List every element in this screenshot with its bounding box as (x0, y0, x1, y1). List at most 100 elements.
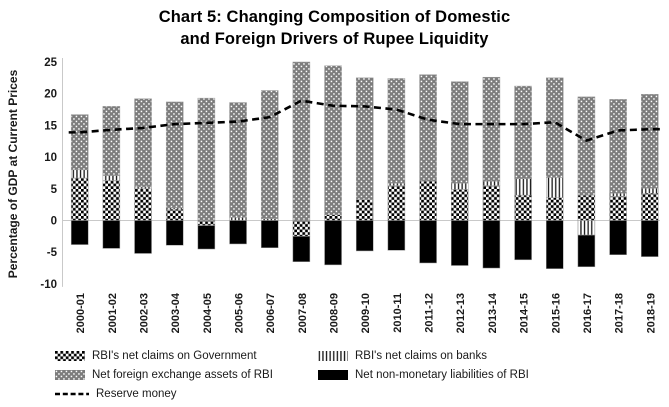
bar-segment (577, 96, 596, 196)
bar-segment (260, 218, 279, 221)
y-tick-label: 5 (51, 184, 58, 196)
x-tick-label: 2013-14 (487, 292, 499, 333)
bar-segment (546, 177, 564, 198)
bar-segment (165, 101, 184, 209)
bar-segment (387, 78, 406, 184)
bar-segment (419, 74, 437, 182)
gray-dots-swatch-icon (55, 370, 85, 380)
bar-segment (355, 199, 374, 221)
bar-segment (102, 220, 121, 249)
bar-segment (102, 180, 121, 221)
bar-segment (450, 182, 469, 190)
bar-segment (134, 98, 152, 188)
bar-segment (165, 220, 184, 246)
bar-segment (609, 99, 627, 194)
bar-segment (324, 65, 342, 216)
y-tick-label: 15 (44, 120, 57, 132)
bar-segment (482, 180, 501, 186)
bar-segment (324, 214, 342, 221)
y-axis-title: Percentage of GDP at Current Prices (6, 69, 20, 278)
legend-item: Net non-monetary liabilities of RBI (318, 369, 529, 381)
dashed-line-swatch-icon (55, 392, 89, 396)
bar-segment (229, 217, 247, 221)
bar-segment (450, 220, 469, 266)
x-tick-label: 2002-03 (139, 293, 151, 333)
bar-segment (609, 196, 627, 221)
bar-segment (70, 169, 89, 179)
bar-segment (197, 97, 216, 221)
x-tick-label: 2004-05 (202, 293, 214, 333)
chart-title: Chart 5: Changing Composition of Domesti… (0, 7, 669, 51)
bar-segment (641, 94, 659, 189)
x-tick-label: 2006-07 (265, 293, 277, 333)
bar-segment (229, 220, 247, 245)
bar-segment (260, 90, 279, 219)
bar-segment (482, 220, 501, 269)
y-tick-label: 25 (44, 57, 57, 69)
x-tick-label: 2018-19 (645, 293, 657, 333)
bar-segment (70, 114, 89, 171)
bar-segment (292, 61, 311, 221)
bars-group (70, 61, 659, 269)
bar-segment (292, 236, 311, 262)
x-tick-label: 2003-04 (170, 292, 182, 333)
bar-segment (419, 180, 437, 221)
x-tick-label: 2010-11 (392, 293, 404, 333)
legend-label: RBI's net claims on banks (355, 350, 487, 362)
bar-segment (102, 175, 121, 181)
black-swatch-icon (318, 370, 348, 380)
bar-segment (197, 225, 216, 250)
bar-segment (577, 220, 596, 236)
bar-segment (546, 77, 564, 178)
bar-segment (514, 85, 532, 179)
bar-segment (450, 189, 469, 221)
bar-segment (641, 187, 659, 194)
bar-segment (577, 194, 596, 221)
bar-segment (482, 76, 501, 182)
y-tick-label: 20 (44, 89, 57, 101)
bar-segment (355, 77, 374, 200)
bar-segment (514, 220, 532, 261)
legend-label: RBI's net claims on Government (92, 350, 257, 362)
x-axis-labels: 2000-01 2001-02 2002-03 2003-04 2004-05 2005-… (75, 292, 657, 333)
legend-item: RBI's net claims on Government (55, 350, 257, 362)
x-tick-label: 2015-16 (550, 293, 562, 333)
bar-segment (229, 102, 247, 218)
axis-layer: 25 20 15 10 5 0 -5 -10 (40, 57, 660, 291)
legend-label: Reserve money (96, 388, 177, 400)
legend-label: Net non-monetary liabilities of RBI (355, 369, 529, 381)
bar-segment (577, 234, 596, 268)
bar-segment (260, 220, 279, 249)
bar-segment (165, 208, 184, 221)
y-tick-label: 0 (51, 216, 57, 228)
y-tick-label: -10 (40, 279, 57, 291)
bar-segment (482, 185, 501, 221)
bar-segment (387, 220, 406, 251)
bar-segment (609, 192, 627, 197)
bar-segment (102, 106, 121, 176)
reserve-money-polyline (68, 99, 661, 143)
legend-item: RBI's net claims on banks (318, 350, 487, 362)
x-tick-label: 2012-13 (455, 293, 467, 333)
legend-item: Net foreign exchange assets of RBI (55, 369, 273, 381)
checkerboard-swatch-icon (55, 351, 85, 361)
bar-segment (134, 186, 152, 190)
bar-segment (546, 220, 564, 269)
bar-segment (355, 220, 374, 252)
legend-item: Reserve money (55, 388, 177, 400)
bar-segment (514, 178, 532, 196)
x-tick-label: 2000-01 (75, 293, 87, 333)
bar-segment (197, 220, 216, 226)
reserve-money-line (68, 99, 661, 143)
bar-segment (134, 188, 152, 221)
bar-segment (134, 220, 152, 254)
bar-segment (70, 220, 89, 245)
bar-segment (419, 220, 437, 264)
x-tick-label: 2005-06 (234, 293, 246, 333)
bar-segment (514, 194, 532, 221)
x-tick-label: 2017-18 (614, 293, 626, 333)
bar-segment (324, 220, 342, 266)
bar-segment (641, 192, 659, 221)
chart-title-line1: Chart 5: Changing Composition of Domesti… (158, 8, 511, 26)
